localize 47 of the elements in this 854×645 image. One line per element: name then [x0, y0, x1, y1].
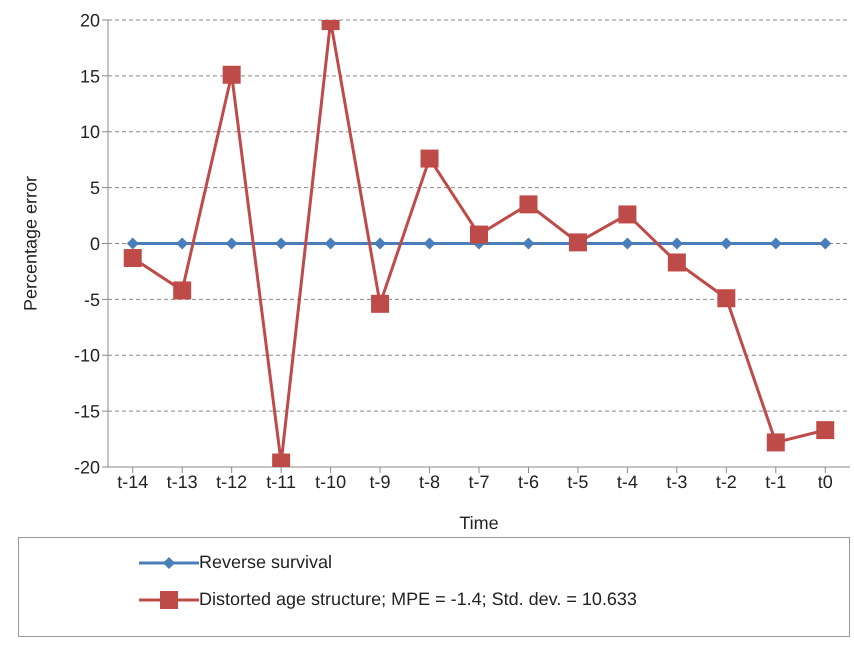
x-tick-label: t-13 [166, 472, 198, 492]
point [226, 238, 238, 250]
point [176, 238, 188, 250]
x-tick-label: t-9 [370, 472, 391, 492]
point [519, 195, 538, 214]
x-tick-label: t-7 [468, 472, 490, 492]
x-tick-label: t0 [818, 472, 833, 492]
x-tick-label: t-3 [666, 472, 688, 492]
point [819, 238, 832, 250]
x-tick-label: t-12 [216, 472, 248, 492]
point [816, 421, 834, 440]
x-tick-label: t-10 [315, 472, 346, 492]
y-tick-label: 20 [80, 10, 100, 30]
y-axis-title: Percentage error [20, 176, 40, 312]
y-tick-label: 5 [90, 178, 100, 198]
x-tick-label: t-5 [567, 472, 588, 492]
x-tick-label: t-14 [117, 472, 148, 492]
y-tick-label: 15 [80, 66, 100, 86]
x-tick-label: t-11 [266, 472, 296, 492]
point [766, 433, 785, 452]
y-tick-label: -10 [74, 346, 100, 366]
point [618, 205, 636, 224]
y-tick-label: -20 [74, 457, 100, 478]
y-tick-label: -5 [84, 290, 100, 310]
point [124, 249, 142, 268]
point [173, 281, 192, 300]
point [470, 226, 488, 244]
y-tick-label: -15 [74, 402, 100, 422]
x-axis-title: Time [459, 513, 499, 533]
x-tick-label: t-2 [716, 472, 737, 492]
point [717, 289, 736, 308]
point [568, 233, 587, 252]
point [371, 294, 390, 313]
x-tick-label: t-1 [765, 472, 786, 492]
point [420, 150, 439, 168]
x-tick-label: t-4 [616, 472, 638, 492]
point [126, 238, 139, 250]
y-tick-label: 10 [80, 122, 100, 142]
point [222, 66, 241, 84]
x-tick-label: t-8 [419, 472, 440, 492]
point [720, 238, 732, 250]
y-tick-label: 0 [90, 234, 100, 254]
point [770, 238, 782, 250]
legend-label: Reverse survival [199, 552, 332, 573]
point [668, 253, 686, 272]
legend-label: Distorted age structure; MPE = -1.4; Std. dev. = 10.633 [199, 589, 637, 610]
x-tick-label: t-6 [518, 472, 539, 492]
